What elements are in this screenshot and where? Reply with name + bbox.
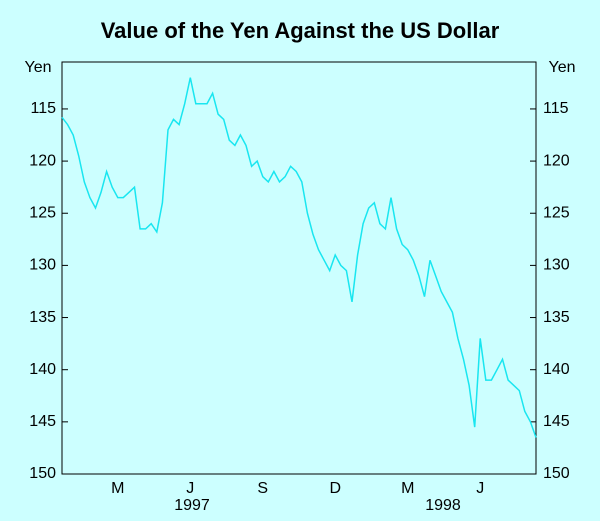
y2-tick-label: 125 (543, 204, 570, 221)
y2-tick-label: 135 (543, 309, 570, 326)
y-tick-label: 135 (29, 309, 56, 326)
x-tick-label: M (111, 480, 124, 497)
x-tick-label: M (401, 480, 414, 497)
y-tick-label: 120 (29, 152, 56, 169)
y-tick-label: 140 (29, 361, 56, 378)
chart-title: Value of the Yen Against the US Dollar (101, 18, 500, 43)
plot-frame (61, 61, 537, 475)
x-tick-label: J (186, 480, 194, 497)
y-tick-label: 130 (29, 257, 56, 274)
y-tick-label: 145 (29, 413, 56, 430)
y2-tick-label: 120 (543, 152, 570, 169)
y-tick-label: 115 (30, 100, 56, 117)
data-line (61, 77, 537, 438)
x-tick-label: J (476, 480, 484, 497)
y2-axis-label: Yen (549, 59, 576, 76)
y-tick-label: 125 (29, 204, 56, 221)
y2-tick-label: 145 (543, 413, 570, 430)
y2-tick-label: 115 (543, 100, 569, 117)
year-label: 1998 (425, 497, 461, 514)
y2-tick-label: 130 (543, 257, 570, 274)
x-tick-label: S (257, 480, 268, 497)
year-label: 1997 (174, 497, 210, 514)
y-axis-label: Yen (25, 59, 52, 76)
y2-tick-label: 150 (543, 465, 570, 482)
y-tick-label: 150 (29, 465, 56, 482)
x-tick-label: D (329, 480, 341, 497)
y2-tick-label: 140 (543, 361, 570, 378)
